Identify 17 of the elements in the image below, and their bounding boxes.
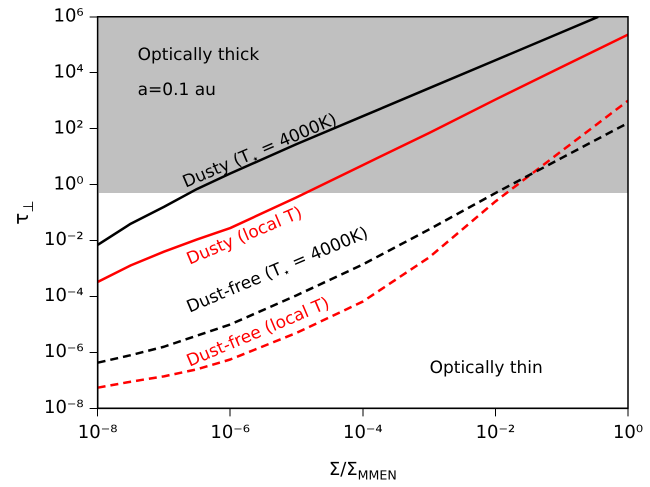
annotation: Optically thick <box>138 44 260 65</box>
y-tick-label: 10⁻⁶ <box>44 341 84 362</box>
x-tick-label: 10⁻⁴ <box>343 422 383 443</box>
y-tick-label: 10⁻⁴ <box>44 285 84 306</box>
x-tick-label: 10⁻² <box>476 422 516 443</box>
x-tick-label: 10⁻⁸ <box>78 422 118 443</box>
annotation: a=0.1 au <box>138 80 216 100</box>
y-tick-label: 10⁻² <box>44 229 84 250</box>
x-tick-label: 10⁰ <box>612 422 644 443</box>
annotation: Optically thin <box>430 358 543 378</box>
y-tick-label: 10⁰ <box>53 173 84 194</box>
y-axis-title: τ⊥ <box>9 200 37 225</box>
y-tick-label: 10⁻⁸ <box>44 397 84 418</box>
y-tick-label: 10⁴ <box>53 61 84 82</box>
x-tick-label: 10⁻⁶ <box>210 422 250 443</box>
y-tick-label: 10⁶ <box>53 5 84 26</box>
y-tick-label: 10² <box>53 117 84 138</box>
